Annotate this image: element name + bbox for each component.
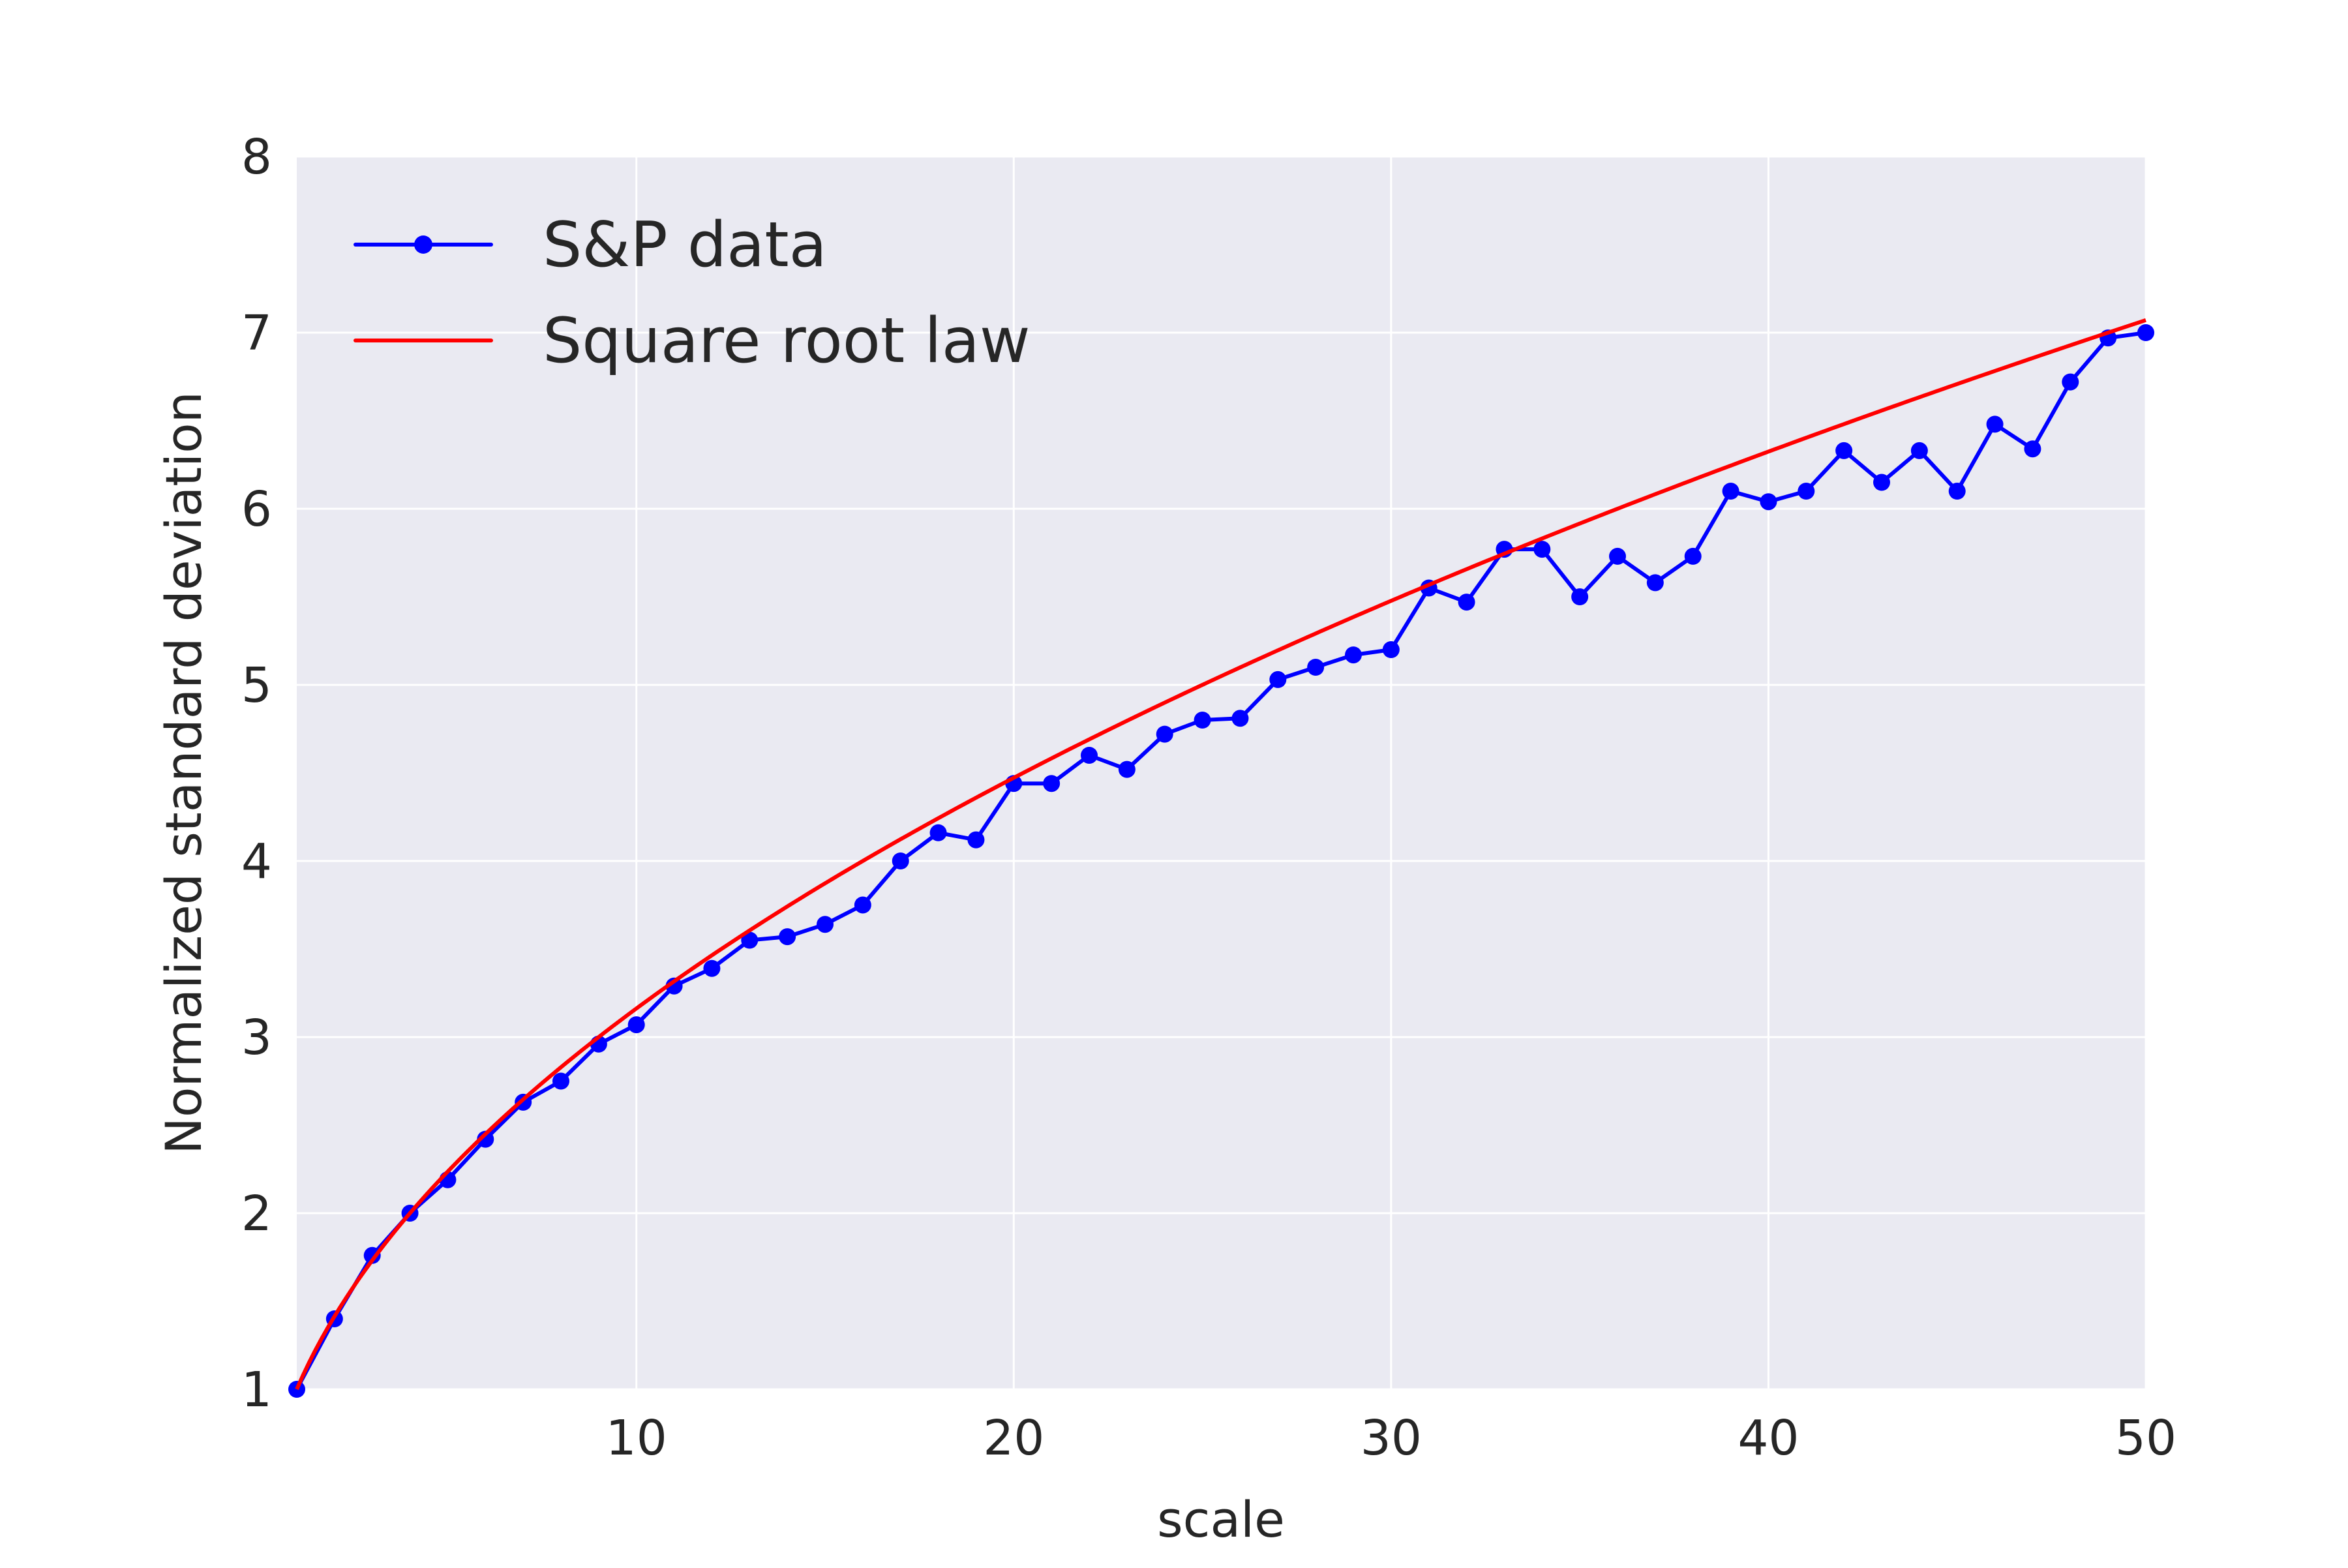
sp-data-point [967,831,985,849]
sp-data-point [1043,775,1061,792]
x-tick-label: 40 [1738,1410,1799,1466]
sp-data-point [854,896,871,914]
x-tick-label: 10 [606,1410,667,1466]
sp-data-point [2024,440,2041,458]
sp-data-point [1948,483,1966,500]
sp-data-point [1194,712,1211,729]
sp-data-point [1609,547,1626,565]
sp-data-point [1345,646,1362,664]
sp-data-point [1118,761,1136,778]
sp-data-point [1269,671,1287,688]
sp-data-point [1156,725,1173,743]
y-tick-label: 1 [241,1362,272,1418]
y-tick-label: 2 [241,1186,272,1242]
legend-sp-marker [414,235,432,254]
sp-data-point [363,1246,381,1264]
sp-data-point [552,1072,569,1090]
y-axis-label: Normalized standard deviation [155,391,213,1154]
sp-data-point [1458,594,1475,611]
sp-data-point [1910,442,1928,459]
legend-sqrt-label: Square root law [543,305,1031,377]
x-tick-label: 30 [1361,1410,1422,1466]
sp-data-point [741,931,759,949]
legend: S&P data Square root law [354,209,1031,377]
sp-data-point [703,959,721,977]
sp-data-point [1081,747,1098,764]
sp-data-point [1646,574,1664,592]
x-tick-label: 50 [2115,1410,2176,1466]
sp-data-point [477,1130,494,1148]
sp-data-point [1873,474,1890,491]
y-tick-label: 5 [241,657,272,714]
y-tick-label: 8 [241,129,272,185]
y-tick-label: 7 [241,305,272,361]
sp-data-point [929,824,947,841]
grid-lines [297,155,2147,1391]
y-tick-label: 3 [241,1010,272,1066]
sp-data-point [1835,442,1853,459]
sp-data-point [1231,710,1249,727]
x-axis-label: scale [1157,1490,1285,1548]
y-tick-label: 6 [241,481,272,537]
sp-data-point [1722,483,1739,500]
sp-data-point [1307,659,1325,676]
sp-data-point [1760,493,1777,511]
sp-data-point [779,928,796,946]
sp-data-point [1986,415,2004,433]
sp-data-point [1533,541,1551,558]
sp-data-point [1798,483,1815,500]
square-root-law-line [295,318,2146,1391]
legend-sp-label: S&P data [543,209,827,281]
plot-background [297,157,2146,1389]
sp-data-point [2062,373,2079,391]
sp-data-point [2137,324,2154,341]
sp-data-point [892,852,909,869]
sp-data-point [627,1016,645,1034]
x-tick-label: 20 [983,1410,1044,1466]
tick-labels: 10 20 30 40 50 1 2 3 4 5 6 7 8 [241,129,2176,1466]
series-layer [288,318,2154,1398]
sp-data-point [1382,641,1400,658]
sp-data-point [665,977,683,995]
sp-data-point [1684,547,1702,565]
sp-data-point [1571,588,1589,605]
y-tick-label: 4 [241,834,272,890]
sp-data-point [817,916,834,933]
